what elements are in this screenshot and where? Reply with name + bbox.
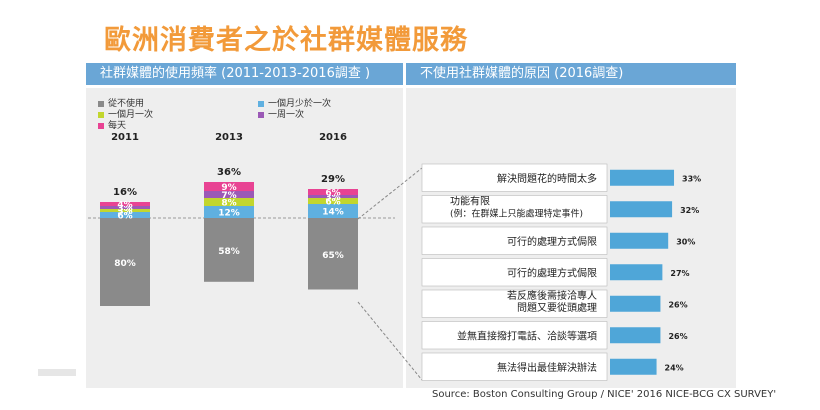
bar-label: 14%: [322, 208, 344, 218]
legend-item-never: 從不使用: [98, 96, 144, 109]
bar-label-never: 65%: [322, 251, 344, 261]
legend-label: 每天: [108, 121, 127, 131]
reason-bar: [610, 295, 661, 312]
page-title: 歐洲消費者之於社群媒體服務: [104, 25, 468, 56]
bar-segment-never: [308, 218, 358, 290]
legend-item-monthly: 一個月一次: [98, 107, 153, 120]
legend-item-less-monthly: 一個月少於一次: [258, 96, 331, 109]
reason-box: [421, 226, 608, 255]
legend-label: 一個月一次: [108, 110, 154, 120]
bar-label: 6%: [325, 189, 340, 199]
reason-value: 30%: [676, 237, 695, 246]
category-label: 2013: [215, 132, 243, 143]
bar-segment: [100, 202, 150, 206]
legend-item-daily: 每天: [98, 118, 126, 131]
category-label: 2011: [111, 132, 139, 143]
reason-box: [421, 321, 608, 350]
reason-box: [421, 163, 608, 192]
bar-label: 3%: [117, 207, 132, 217]
bar-label: 3%: [117, 204, 132, 214]
reason-value: 27%: [670, 269, 689, 278]
bar-label: 4%: [117, 201, 132, 211]
reason-label: 並無直接撥打電話、洽談等選項: [457, 329, 597, 342]
callout-line-bottom: [357, 301, 423, 381]
reason-value: 26%: [668, 300, 687, 309]
bar-segment: [204, 206, 254, 218]
reason-box: [421, 195, 608, 224]
legend-swatch: [258, 100, 264, 107]
reason-label: 功能有限: [450, 194, 490, 207]
reason-bar: [610, 264, 663, 281]
reason-label: 問題又要從頭處理: [517, 301, 597, 314]
reason-box: [421, 352, 608, 381]
decorative-bar: [38, 369, 76, 376]
bar-segment-never: [100, 218, 150, 306]
reason-label: 可行的處理方式侷限: [507, 266, 597, 279]
legend-swatch: [258, 111, 264, 118]
reason-label: 若反應後需接洽專人: [507, 289, 597, 302]
category-label: 2016: [319, 132, 347, 143]
reason-value: 33%: [682, 174, 701, 183]
bar-segment: [308, 198, 358, 204]
legend-swatch: [98, 100, 104, 107]
reason-box: [421, 289, 608, 318]
legend-label: 一個月少於一次: [268, 99, 332, 109]
reason-bar: [610, 169, 675, 186]
legend-swatch: [98, 122, 104, 129]
bar-label: 12%: [218, 209, 240, 219]
left-panel-header: 社群媒體的使用頻率 (2011-2013-2016調查 ): [86, 63, 403, 85]
bar-segment-never: [204, 218, 254, 282]
reason-bar: [610, 232, 669, 249]
bar-segment: [308, 189, 358, 195]
reason-value: 24%: [665, 363, 684, 372]
bar-segment: [308, 204, 358, 218]
reason-bar: [610, 201, 673, 218]
bar-label-never: 80%: [114, 259, 136, 269]
legend-item-weekly: 一周一次: [258, 107, 304, 120]
reason-bar: [610, 358, 657, 375]
right-panel-header: 不使用社群媒體的原因 (2016調查): [406, 63, 736, 85]
bar-label: 6%: [325, 198, 340, 208]
reason-value: 26%: [668, 332, 687, 341]
bar-label: 8%: [221, 199, 236, 209]
bar-label: 7%: [221, 191, 236, 201]
reason-box: [421, 258, 608, 287]
bar-total-label: 29%: [321, 174, 345, 185]
callout-line-top: [357, 167, 423, 220]
legend-label: 從不使用: [108, 99, 145, 109]
bar-label-never: 58%: [218, 247, 240, 257]
bar-label: 6%: [117, 212, 132, 222]
reason-value: 32%: [680, 206, 699, 215]
reason-label: 無法得出最佳解決辦法: [497, 361, 597, 374]
reason-bar: [610, 327, 661, 344]
bar-label: 3%: [325, 193, 340, 203]
bar-segment: [100, 212, 150, 218]
bar-segment: [204, 198, 254, 206]
bar-label: 9%: [221, 183, 236, 193]
bar-total-label: 36%: [217, 167, 241, 178]
bar-segment: [100, 206, 150, 209]
reason-label: (例：在群媒上只能處理特定事件): [450, 207, 583, 219]
bar-segment: [308, 195, 358, 198]
bar-segment: [204, 182, 254, 191]
bar-segment: [100, 209, 150, 212]
legend-swatch: [98, 111, 104, 118]
reason-label: 可行的處理方式侷限: [507, 235, 597, 248]
legend-label: 一周一次: [268, 110, 305, 120]
bar-segment: [204, 191, 254, 198]
bar-total-label: 16%: [113, 187, 137, 198]
source-note: Source: Boston Consulting Group / NICE' …: [432, 389, 777, 400]
reason-label: 解決問題花的時間太多: [497, 172, 597, 185]
